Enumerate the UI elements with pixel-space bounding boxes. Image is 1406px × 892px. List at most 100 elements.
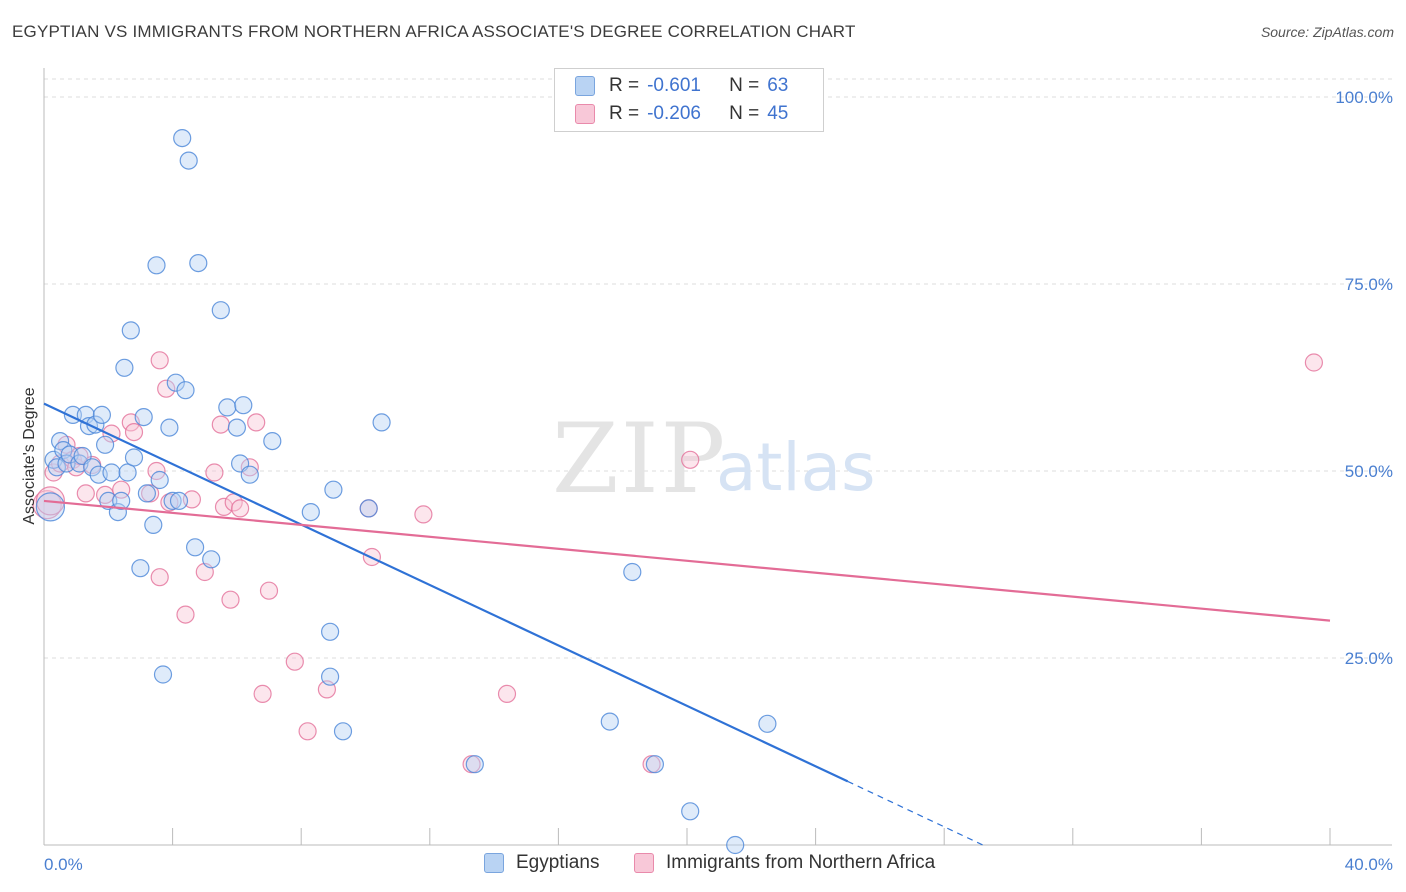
legend-n-value: 45 <box>767 103 789 124</box>
data-point <box>681 802 700 821</box>
y-tick-label: 25.0% <box>1345 649 1393 668</box>
data-point <box>214 497 234 516</box>
y-tick-label: 50.0% <box>1345 462 1393 481</box>
data-point <box>115 358 134 377</box>
data-point <box>321 667 340 686</box>
data-point <box>221 590 240 609</box>
data-point <box>179 151 198 170</box>
legend-r-label: R = <box>609 75 640 96</box>
data-point <box>333 722 353 741</box>
legend-r-value: -0.601 <box>647 75 701 96</box>
watermark-zip: ZIP <box>552 403 727 515</box>
data-point <box>176 605 195 624</box>
legend-label-egyptians: Egyptians <box>516 852 600 873</box>
data-point <box>298 722 317 741</box>
legend-row-immigrants: R = -0.206 N = 45 <box>555 100 788 128</box>
data-point <box>186 538 205 557</box>
data-point <box>124 423 144 442</box>
data-point <box>134 408 153 427</box>
grid <box>44 78 1392 659</box>
data-point <box>321 622 340 641</box>
data-point <box>92 405 112 424</box>
data-point <box>240 458 259 477</box>
data-point <box>465 755 484 774</box>
legend-n-value: 63 <box>767 75 789 96</box>
data-point <box>202 550 221 569</box>
legend-item-egyptians: Egyptians <box>484 852 599 874</box>
data-point <box>263 432 282 451</box>
legend-swatch-blue <box>575 76 595 96</box>
data-point <box>44 463 63 482</box>
data-point <box>35 492 66 522</box>
trend-line-egyptians-extension <box>847 780 987 848</box>
data-point <box>231 499 250 518</box>
trend-line-immigrants <box>43 499 1331 622</box>
series-legend: Egyptians Immigrants from Northern Afric… <box>0 852 1406 878</box>
tick-labels: 25.0% 50.0% 75.0% 100.0% 0.0% 40.0% <box>44 88 1393 874</box>
data-point <box>160 418 179 437</box>
data-point <box>205 463 224 482</box>
data-point <box>147 256 166 275</box>
data-point <box>144 515 163 535</box>
trend-line-egyptians <box>43 402 849 783</box>
legend-swatch-pink <box>575 104 595 124</box>
data-point <box>150 568 169 587</box>
data-point <box>211 415 230 434</box>
data-point <box>259 581 279 600</box>
data-point <box>83 458 102 477</box>
data-point <box>153 665 173 684</box>
data-point <box>1304 353 1324 372</box>
data-point <box>102 463 121 482</box>
data-point <box>95 435 115 454</box>
data-point <box>124 448 144 467</box>
data-point <box>681 450 700 469</box>
data-point <box>131 559 150 578</box>
watermark: ZIP atlas <box>552 403 876 515</box>
data-point <box>47 458 67 477</box>
x-tick-label-min: 0.0% <box>44 855 83 874</box>
data-point <box>253 684 272 704</box>
data-point <box>497 684 517 704</box>
legend-n-label: N = <box>729 75 760 96</box>
y-tick-label: 100.0% <box>1335 88 1393 107</box>
legend-r-label: R = <box>609 103 640 124</box>
data-point <box>414 505 433 524</box>
data-point <box>600 712 619 731</box>
legend-n-label: N = <box>729 103 760 124</box>
data-point <box>76 484 95 503</box>
data-point <box>211 301 230 320</box>
data-point <box>234 396 253 415</box>
data-point <box>324 480 343 499</box>
legend-row-egyptians: R = -0.601 N = 63 <box>555 72 788 100</box>
data-point <box>359 499 378 518</box>
data-point <box>150 351 169 370</box>
data-point <box>163 491 182 510</box>
y-tick-label: 75.0% <box>1345 275 1393 294</box>
data-point <box>285 652 304 671</box>
data-point <box>645 755 665 774</box>
data-point <box>623 562 642 582</box>
data-point <box>726 835 745 855</box>
data-point <box>372 413 391 432</box>
y-axis-label: Associate's Degree <box>21 387 38 524</box>
data-point <box>157 379 176 398</box>
data-point <box>176 381 195 400</box>
legend-item-immigrants: Immigrants from Northern Africa <box>634 852 935 874</box>
series-egyptians-points <box>35 129 777 855</box>
data-point <box>247 413 266 432</box>
legend-swatch-egyptians <box>484 853 504 873</box>
data-point <box>169 491 189 510</box>
data-point <box>189 254 208 273</box>
data-point <box>227 418 246 437</box>
data-point <box>112 491 131 510</box>
watermark-atlas: atlas <box>716 429 876 506</box>
legend-label-immigrants: Immigrants from Northern Africa <box>666 852 936 873</box>
data-point <box>240 465 259 484</box>
data-point <box>218 398 237 417</box>
source-label: Source: ZipAtlas.com <box>1260 24 1394 40</box>
trend-lines <box>43 402 1331 848</box>
data-point <box>173 129 192 148</box>
legend-swatch-immigrants <box>634 853 654 873</box>
x-tick-label-max: 40.0% <box>1345 855 1393 874</box>
